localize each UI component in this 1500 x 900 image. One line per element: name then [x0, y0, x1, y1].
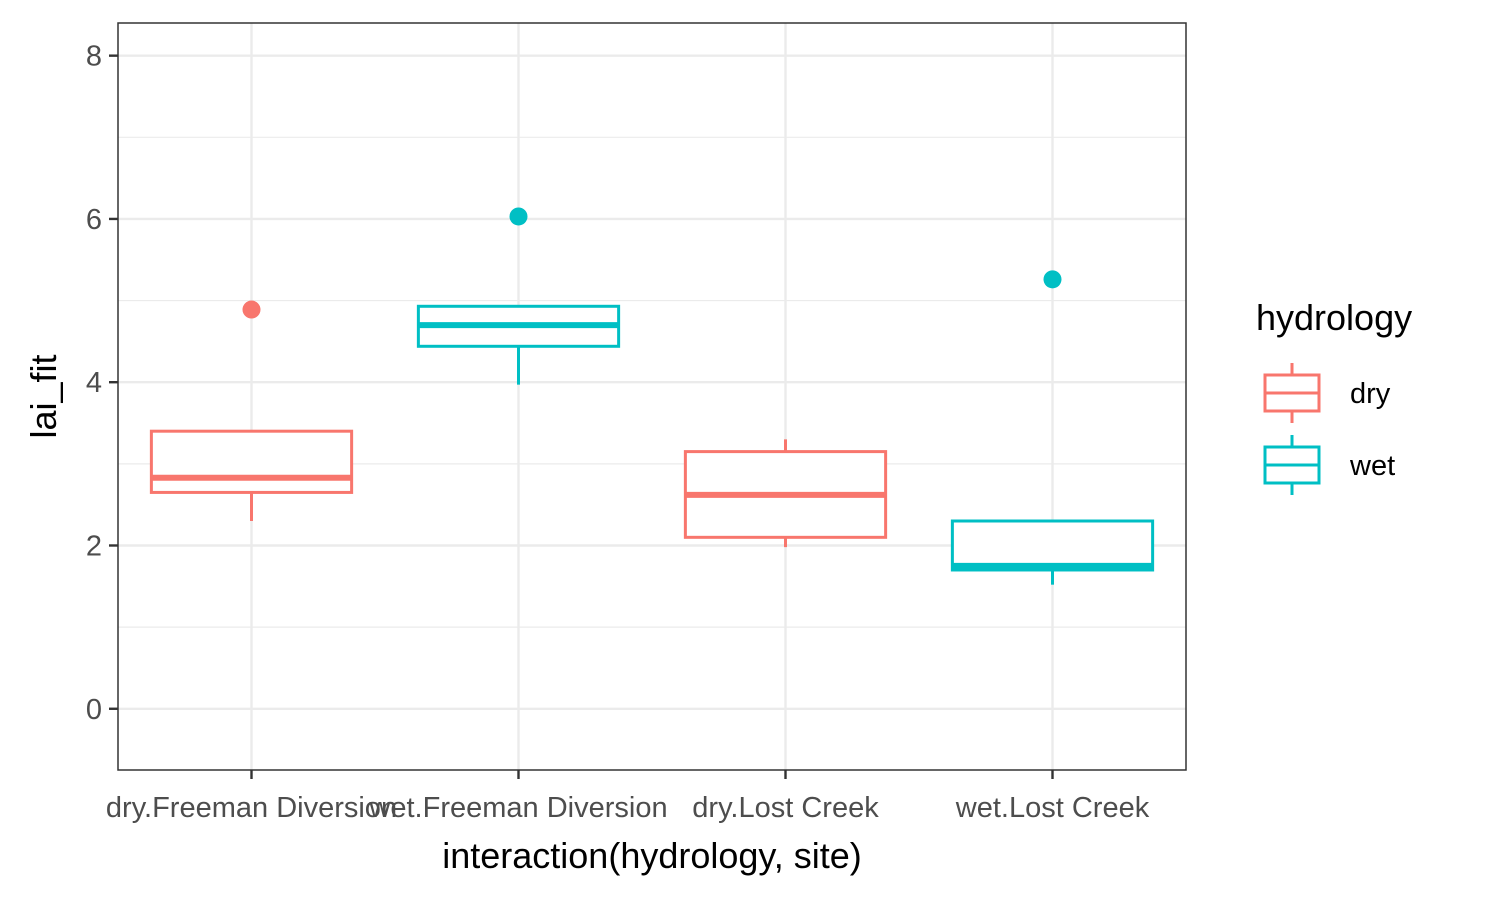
y-axis-title: lai_fit — [23, 354, 64, 438]
box-iqr — [149, 429, 354, 494]
x-tick-label: dry.Lost Creek — [692, 792, 879, 824]
legend-label-dry: dry — [1350, 378, 1391, 410]
box-iqr — [950, 519, 1155, 572]
legend-key-wet — [1263, 435, 1321, 495]
x-tick-label: wet.Freeman Diversion — [368, 792, 667, 824]
panel-border — [117, 22, 1187, 771]
box-dry — [683, 439, 888, 548]
legend-key-dry — [1263, 363, 1321, 423]
x-tick-label: wet.Lost Creek — [955, 792, 1150, 824]
box-wet — [416, 207, 621, 385]
legend-title: hydrology — [1256, 297, 1412, 338]
x-tick-label: dry.Freeman Diversion — [106, 792, 397, 824]
y-tick-label: 0 — [86, 694, 102, 726]
legend-label-wet: wet — [1349, 450, 1395, 482]
outlier-point — [242, 300, 261, 319]
boxes — [149, 207, 1155, 585]
y-tick-label: 4 — [86, 367, 102, 399]
outlier-point — [509, 207, 528, 226]
box-wet — [950, 270, 1155, 585]
y-tick-label: 6 — [86, 204, 102, 236]
y-axis: 0 2 4 6 8 — [86, 41, 118, 726]
x-axis-title: interaction(hydrology, site) — [442, 835, 862, 876]
y-tick-label: 2 — [86, 530, 102, 562]
y-tick-label: 8 — [86, 41, 102, 73]
legend: hydrology dry wet — [1256, 297, 1412, 495]
outlier-point — [1043, 270, 1062, 289]
box-dry — [149, 300, 354, 521]
major-gridlines — [118, 23, 1186, 770]
